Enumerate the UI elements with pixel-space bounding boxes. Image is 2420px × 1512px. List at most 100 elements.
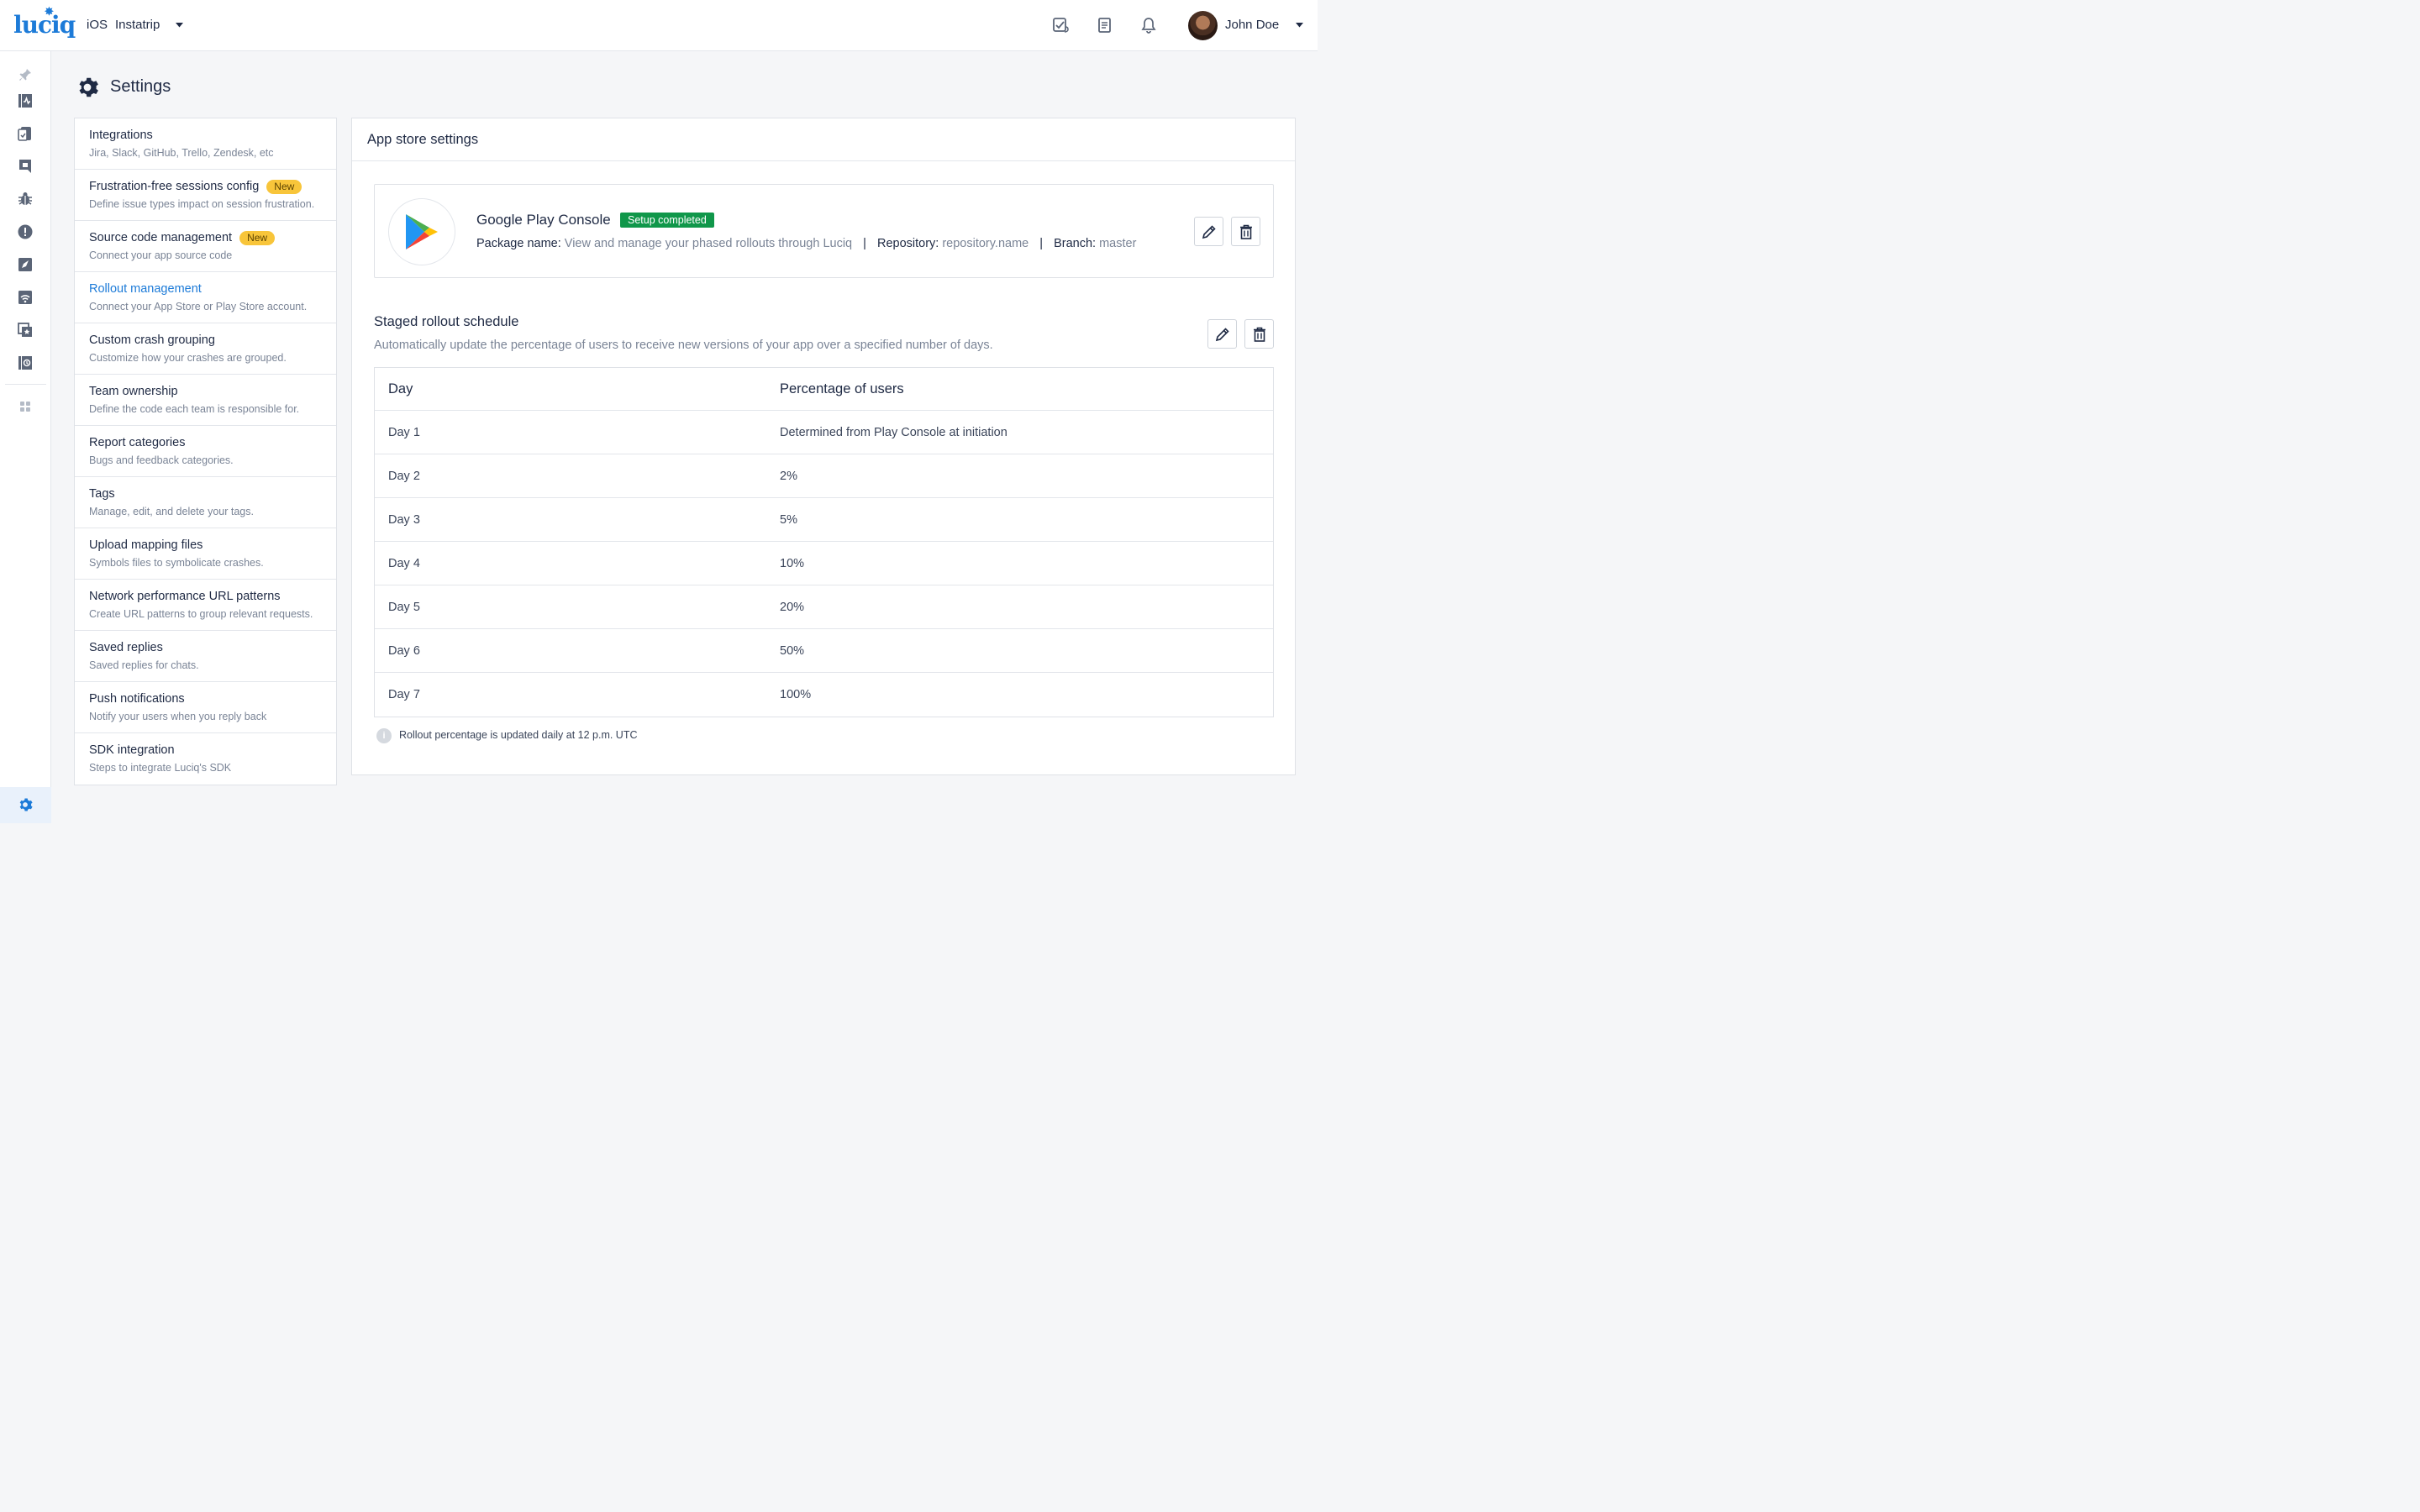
integration-name: Google Play Console xyxy=(476,212,611,228)
menu-item-title: Frustration-free sessions config xyxy=(89,180,260,193)
releases-icon[interactable] xyxy=(17,256,34,273)
top-header: luciq ✸ iOS Instatrip John Doe xyxy=(0,0,1318,51)
rail-settings-item[interactable] xyxy=(0,787,51,823)
pin-icon[interactable] xyxy=(17,66,34,83)
rollout-icon[interactable] xyxy=(17,354,34,371)
menu-item-sdk-integration[interactable]: SDK integration Steps to integrate Luciq… xyxy=(75,733,336,785)
rail-divider xyxy=(5,384,46,385)
document-icon[interactable] xyxy=(1097,17,1113,34)
table-row: Day 5 20% xyxy=(375,585,1273,629)
info-icon: i xyxy=(376,728,392,743)
menu-item-saved-replies[interactable]: Saved replies Saved replies for chats. xyxy=(75,631,336,682)
column-header-percentage: Percentage of users xyxy=(780,381,904,396)
edit-integration-button[interactable] xyxy=(1194,217,1223,246)
apps-grid-icon[interactable] xyxy=(17,398,34,415)
luciq-logo[interactable]: luciq ✸ xyxy=(13,6,76,39)
cell-day: Day 3 xyxy=(388,512,420,527)
rollout-note: Rollout percentage is updated daily at 1… xyxy=(399,729,638,741)
menu-item-desc: Define the code each team is responsible… xyxy=(89,403,300,415)
left-rail xyxy=(0,51,51,823)
cell-day: Day 5 xyxy=(388,600,420,614)
column-header-day: Day xyxy=(388,381,413,396)
schedule-description: Automatically update the percentage of u… xyxy=(374,339,993,352)
menu-item-network-url-patterns[interactable]: Network performance URL patterns Create … xyxy=(75,580,336,631)
menu-item-desc: Notify your users when you reply back xyxy=(89,711,267,722)
package-value: View and manage your phased rollouts thr… xyxy=(564,237,853,250)
branch-label: Branch: xyxy=(1054,237,1097,250)
google-play-logo-icon xyxy=(388,198,455,265)
edit-schedule-button[interactable] xyxy=(1207,319,1237,349)
cell-percentage: 50% xyxy=(780,643,805,658)
trash-icon xyxy=(1239,224,1253,239)
table-row: Day 2 2% xyxy=(375,454,1273,498)
menu-item-integrations[interactable]: Integrations Jira, Slack, GitHub, Trello… xyxy=(75,118,336,170)
menu-item-desc: Connect your App Store or Play Store acc… xyxy=(89,301,308,312)
menu-item-rollout-management[interactable]: Rollout management Connect your App Stor… xyxy=(75,272,336,323)
table-row: Day 3 5% xyxy=(375,498,1273,542)
menu-item-desc: Customize how your crashes are grouped. xyxy=(89,352,287,364)
menu-item-tags[interactable]: Tags Manage, edit, and delete your tags. xyxy=(75,477,336,528)
menu-item-source-code[interactable]: Source code management New Connect your a… xyxy=(75,221,336,272)
meta-separator: | xyxy=(1039,237,1044,250)
gear-icon xyxy=(75,75,100,100)
sessions-icon[interactable] xyxy=(17,125,34,142)
table-row: Day 6 50% xyxy=(375,629,1273,673)
rollout-schedule-table: Day Percentage of users Day 1 Determined… xyxy=(374,367,1274,717)
cell-percentage: 5% xyxy=(780,512,797,527)
apm-icon[interactable] xyxy=(17,92,34,109)
app-selector[interactable]: Instatrip xyxy=(115,18,160,32)
menu-item-title: SDK integration xyxy=(89,743,175,757)
chevron-down-icon[interactable] xyxy=(175,23,184,28)
tasks-icon[interactable] xyxy=(1052,17,1069,34)
page-title: Settings xyxy=(110,77,171,96)
settings-icon[interactable] xyxy=(17,796,34,813)
menu-item-title: Custom crash grouping xyxy=(89,333,215,347)
cell-percentage: 20% xyxy=(780,600,805,614)
menu-item-desc: Connect your app source code xyxy=(89,249,233,261)
delete-schedule-button[interactable] xyxy=(1244,319,1274,349)
cell-percentage: Determined from Play Console at initiati… xyxy=(780,425,1007,439)
app-store-settings-panel: App store settings Google Play Console S… xyxy=(351,118,1296,775)
new-badge: New xyxy=(239,230,276,245)
cell-day: Day 4 xyxy=(388,556,420,570)
app-ratings-icon[interactable] xyxy=(17,322,34,339)
bell-icon[interactable] xyxy=(1140,17,1157,34)
menu-item-title: Upload mapping files xyxy=(89,538,203,552)
cell-day: Day 1 xyxy=(388,425,420,439)
menu-item-title: Tags xyxy=(89,487,115,501)
menu-item-custom-crash-grouping[interactable]: Custom crash grouping Customize how your… xyxy=(75,323,336,375)
feedback-icon[interactable] xyxy=(17,158,34,175)
menu-item-frustration-free-sessions[interactable]: Frustration-free sessions config New Defi… xyxy=(75,170,336,221)
pencil-icon xyxy=(1202,224,1217,239)
crashes-icon[interactable] xyxy=(17,223,34,240)
avatar[interactable] xyxy=(1188,11,1218,40)
branch-value: master xyxy=(1099,237,1137,250)
cell-day: Day 7 xyxy=(388,688,420,701)
menu-item-desc: Saved replies for chats. xyxy=(89,659,199,671)
user-name[interactable]: John Doe xyxy=(1225,18,1280,32)
network-icon[interactable] xyxy=(17,289,34,306)
panel-title: App store settings xyxy=(352,118,1295,161)
menu-item-upload-mapping-files[interactable]: Upload mapping files Symbols files to sy… xyxy=(75,528,336,580)
menu-item-title: Push notifications xyxy=(89,692,185,706)
menu-item-title: Network performance URL patterns xyxy=(89,590,281,603)
integration-meta: Package name: View and manage your phase… xyxy=(476,237,1136,250)
trash-icon xyxy=(1253,327,1266,342)
delete-integration-button[interactable] xyxy=(1231,217,1260,246)
menu-item-desc: Create URL patterns to group relevant re… xyxy=(89,608,313,620)
menu-item-push-notifications[interactable]: Push notifications Notify your users whe… xyxy=(75,682,336,733)
cell-percentage: 100% xyxy=(780,688,812,701)
menu-item-team-ownership[interactable]: Team ownership Define the code each team… xyxy=(75,375,336,426)
menu-item-report-categories[interactable]: Report categories Bugs and feedback cate… xyxy=(75,426,336,477)
menu-item-title: Team ownership xyxy=(89,385,178,398)
schedule-title: Staged rollout schedule xyxy=(374,314,519,329)
chevron-down-icon[interactable] xyxy=(1295,23,1304,28)
new-badge: New xyxy=(266,179,302,194)
table-header-row: Day Percentage of users xyxy=(375,368,1273,411)
repository-label: Repository: xyxy=(876,237,939,250)
cell-percentage: 10% xyxy=(780,556,805,570)
google-play-card: Google Play Console Setup completed Pack… xyxy=(374,184,1274,278)
cell-day: Day 6 xyxy=(388,643,420,658)
bugs-icon[interactable] xyxy=(17,191,34,207)
menu-item-desc: Define issue types impact on session fru… xyxy=(89,198,315,210)
